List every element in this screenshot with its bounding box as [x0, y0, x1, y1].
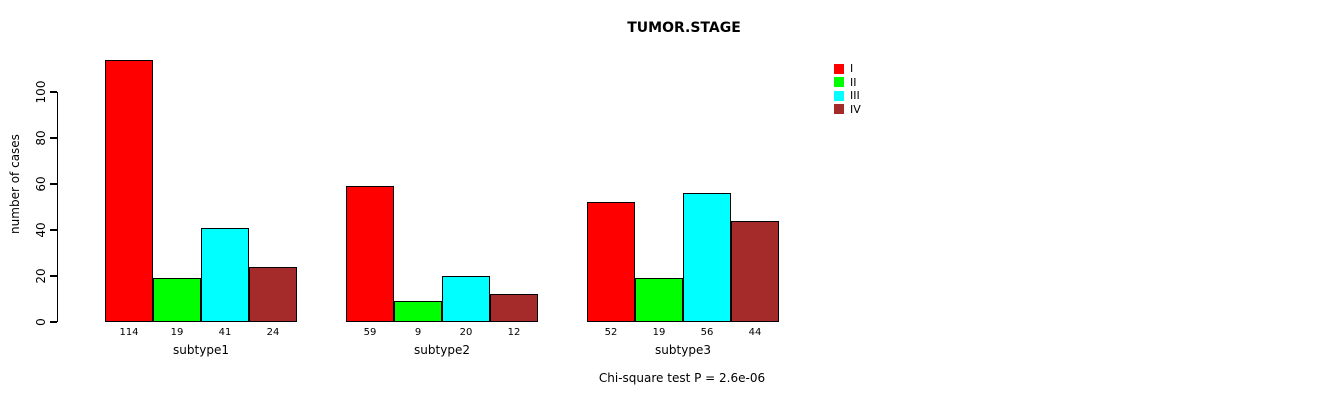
- bar-value-label: 19: [170, 327, 184, 338]
- y-axis-line: [56, 92, 58, 322]
- bar-subtype1-stage-I: [105, 60, 153, 322]
- bar-subtype3-stage-IV: [731, 221, 779, 322]
- bar-value-label: 19: [652, 327, 666, 338]
- bar-subtype2-stage-III: [442, 276, 490, 322]
- chart-title: TUMOR.STAGE: [627, 20, 741, 36]
- y-tick-mark: [50, 275, 57, 277]
- bar-value-label: 9: [414, 327, 422, 338]
- legend-row: IV: [834, 103, 861, 117]
- bar-value-label: 41: [218, 327, 232, 338]
- y-tick-label: 20: [34, 268, 48, 284]
- y-tick-mark: [50, 229, 57, 231]
- bar-value-label: 12: [507, 327, 521, 338]
- legend-label: III: [850, 89, 860, 102]
- legend-label: IV: [850, 102, 861, 116]
- bar-subtype1-stage-III: [201, 228, 249, 322]
- y-tick-label: 80: [34, 130, 48, 146]
- y-tick-label: 40: [34, 222, 48, 238]
- bar-subtype3-stage-II: [635, 278, 683, 322]
- y-tick-label: 0: [34, 318, 48, 326]
- y-tick-label: 100: [34, 80, 48, 104]
- bar-subtype2-stage-I: [346, 186, 394, 322]
- bar-subtype1-stage-II: [153, 278, 201, 322]
- chi-square-annotation: Chi-square test P = 2.6e-06: [598, 371, 766, 385]
- bar-subtype2-stage-II: [394, 301, 442, 322]
- y-tick-label: 60: [34, 176, 48, 192]
- bar-value-label: 52: [604, 327, 618, 338]
- legend-row: III: [834, 89, 861, 103]
- legend-label: II: [850, 75, 857, 89]
- legend-swatch-icon: [834, 90, 844, 101]
- legend: I II III IV: [834, 62, 861, 116]
- bar-value-label: 24: [266, 327, 280, 338]
- legend-row: II: [834, 76, 861, 90]
- y-tick-mark: [50, 91, 57, 93]
- bar-value-label: 44: [748, 327, 762, 338]
- legend-swatch-icon: [834, 104, 844, 115]
- group-label-subtype3: subtype3: [655, 343, 711, 357]
- y-tick-mark: [50, 321, 57, 323]
- bar-subtype3-stage-III: [683, 193, 731, 322]
- legend-label: I: [850, 62, 854, 75]
- group-label-subtype1: subtype1: [173, 343, 229, 357]
- legend-row: I: [834, 62, 861, 76]
- bar-value-label: 56: [700, 327, 714, 338]
- group-label-subtype2: subtype2: [414, 343, 470, 357]
- bar-value-label: 20: [459, 327, 473, 338]
- bar-subtype3-stage-I: [587, 202, 635, 322]
- y-axis-label: number of cases: [8, 134, 22, 234]
- legend-swatch-icon: [834, 63, 844, 74]
- bar-subtype2-stage-IV: [490, 294, 538, 322]
- bar-subtype1-stage-IV: [249, 267, 297, 322]
- y-tick-mark: [50, 183, 57, 185]
- legend-swatch-icon: [834, 77, 844, 88]
- bar-value-label: 59: [363, 327, 377, 338]
- bar-value-label: 114: [119, 327, 139, 338]
- y-tick-mark: [50, 137, 57, 139]
